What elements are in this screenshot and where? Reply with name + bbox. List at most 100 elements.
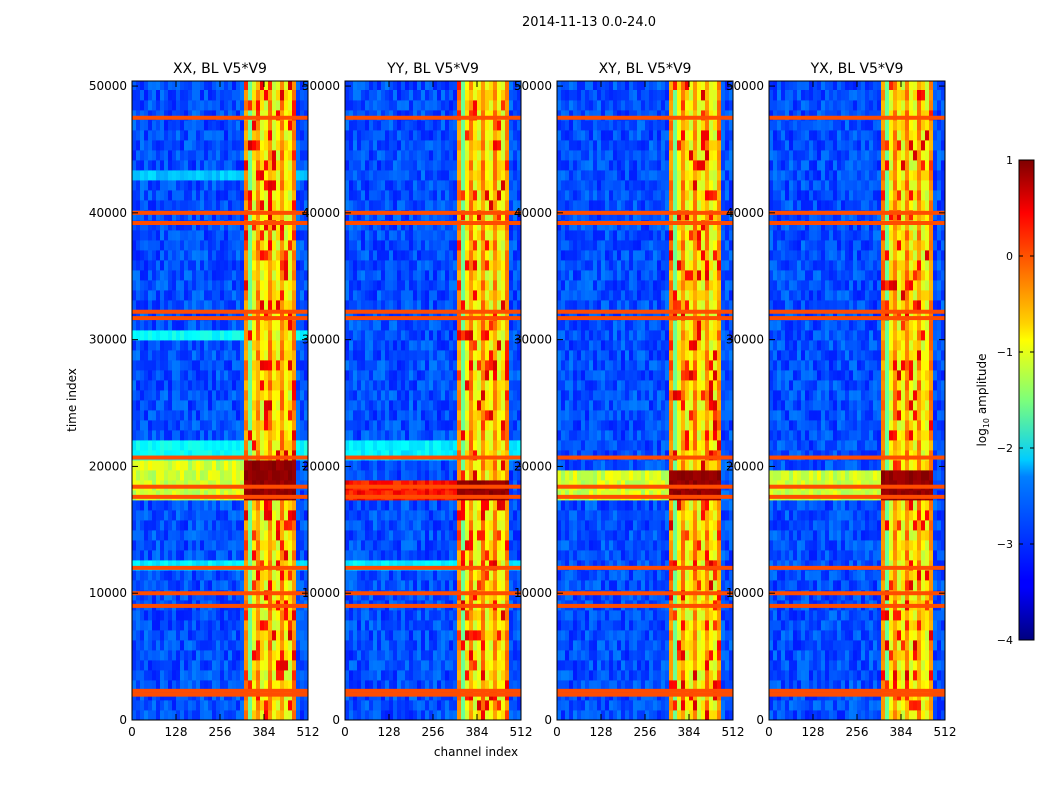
x-tick-label: 384 bbox=[678, 725, 701, 739]
x-axis-label: channel index bbox=[434, 745, 518, 759]
flag-line bbox=[557, 221, 733, 225]
flag-line bbox=[557, 494, 733, 499]
flag-line bbox=[557, 591, 733, 596]
flag-line bbox=[132, 692, 308, 697]
x-tick-label: 384 bbox=[890, 725, 913, 739]
flag-line bbox=[557, 210, 733, 215]
flag-line bbox=[132, 309, 308, 314]
y-tick-label: 10000 bbox=[302, 586, 340, 600]
flag-line bbox=[132, 115, 308, 120]
panel-1: XX, BL V5*V9 0 128 256 384 512 0 10000 20000 3000… bbox=[89, 61, 320, 739]
y-tick-label: 40000 bbox=[89, 206, 127, 220]
y-tick-label: 0 bbox=[756, 713, 764, 727]
y-tick-label: 40000 bbox=[302, 206, 340, 220]
flag-line bbox=[769, 221, 945, 225]
y-tick-label: 10000 bbox=[726, 586, 764, 600]
flag-line bbox=[769, 591, 945, 596]
y-tick-label: 50000 bbox=[514, 79, 552, 93]
colorbar-tick-label: −2 bbox=[997, 442, 1013, 455]
flag-line bbox=[769, 316, 945, 321]
flag-line bbox=[769, 455, 945, 460]
x-tick-label: 256 bbox=[209, 725, 232, 739]
flag-line bbox=[345, 455, 521, 460]
panel-title: YY, BL V5*V9 bbox=[386, 61, 479, 77]
y-tick-label: 0 bbox=[544, 713, 552, 727]
y-tick-label: 0 bbox=[119, 713, 127, 727]
flag-line bbox=[557, 484, 733, 489]
figure-suptitle: 2014-11-13 0.0-24.0 bbox=[522, 15, 656, 30]
y-tick-label: 20000 bbox=[89, 459, 127, 473]
flag-line bbox=[345, 115, 521, 120]
y-tick-label: 10000 bbox=[89, 586, 127, 600]
panels: XX, BL V5*V9 0 128 256 384 512 0 10000 20000 3000… bbox=[89, 61, 957, 739]
x-tick-label: 384 bbox=[253, 725, 276, 739]
flag-line bbox=[345, 210, 521, 215]
flag-line bbox=[557, 603, 733, 608]
panel-title: XX, BL V5*V9 bbox=[173, 61, 267, 77]
colorbar-tick-label: −1 bbox=[997, 346, 1013, 359]
colorbar-gradient bbox=[1018, 159, 1035, 641]
y-tick-label: 40000 bbox=[514, 206, 552, 220]
colorbar-tick-label: −4 bbox=[997, 634, 1013, 647]
panel-title: XY, BL V5*V9 bbox=[599, 61, 692, 77]
colorbar-label: log10 amplitude bbox=[975, 354, 991, 447]
flag-line bbox=[557, 316, 733, 321]
flag-line bbox=[132, 494, 308, 499]
flag-line bbox=[769, 115, 945, 120]
flag-line bbox=[345, 565, 521, 570]
y-tick-label: 20000 bbox=[302, 459, 340, 473]
flag-line bbox=[345, 316, 521, 321]
y-tick-label: 30000 bbox=[302, 333, 340, 347]
panel-title: YX, BL V5*V9 bbox=[810, 61, 904, 77]
flag-line bbox=[557, 565, 733, 570]
x-tick-label: 128 bbox=[590, 725, 613, 739]
flag-line bbox=[345, 603, 521, 608]
x-tick-label: 512 bbox=[722, 725, 745, 739]
y-tick-label: 30000 bbox=[89, 333, 127, 347]
flag-line bbox=[769, 484, 945, 489]
flag-line bbox=[769, 309, 945, 314]
panel-heatmap bbox=[345, 81, 522, 721]
y-axis-label: time index bbox=[65, 368, 79, 432]
flag-line bbox=[557, 309, 733, 314]
x-tick-label: 512 bbox=[934, 725, 957, 739]
y-tick-label: 50000 bbox=[302, 79, 340, 93]
flag-line bbox=[769, 688, 945, 693]
x-tick-label: 0 bbox=[341, 725, 349, 739]
y-tick-label: 20000 bbox=[514, 459, 552, 473]
x-tick-label: 0 bbox=[128, 725, 136, 739]
flag-line bbox=[345, 591, 521, 596]
colorbar-tick-label: 0 bbox=[1006, 250, 1013, 263]
flag-line bbox=[557, 688, 733, 693]
y-tick-label: 20000 bbox=[726, 459, 764, 473]
flag-line bbox=[769, 494, 945, 499]
y-tick-label: 50000 bbox=[726, 79, 764, 93]
x-tick-label: 128 bbox=[165, 725, 188, 739]
flag-line bbox=[345, 484, 521, 489]
flag-line bbox=[132, 565, 308, 570]
flag-line bbox=[769, 692, 945, 697]
panel-heatmap bbox=[557, 81, 734, 721]
colorbar: 1 0 −1 −2 −3 −4 log10 amplitude bbox=[975, 154, 1035, 647]
flag-line bbox=[345, 688, 521, 693]
flag-line bbox=[132, 688, 308, 693]
y-tick-label: 40000 bbox=[726, 206, 764, 220]
flag-line bbox=[132, 591, 308, 596]
flag-line bbox=[557, 115, 733, 120]
y-tick-label: 30000 bbox=[514, 333, 552, 347]
colorbar-tick-label: 1 bbox=[1006, 154, 1013, 167]
x-tick-label: 128 bbox=[378, 725, 401, 739]
y-tick-label: 30000 bbox=[726, 333, 764, 347]
y-tick-label: 0 bbox=[332, 713, 340, 727]
x-tick-label: 512 bbox=[510, 725, 533, 739]
flag-line bbox=[557, 455, 733, 460]
x-tick-label: 384 bbox=[466, 725, 489, 739]
y-tick-label: 10000 bbox=[514, 586, 552, 600]
x-tick-label: 0 bbox=[553, 725, 561, 739]
panel-4: YX, BL V5*V9 0 128 256 384 512 0 10000 20000 3000… bbox=[726, 61, 957, 739]
flag-line bbox=[345, 221, 521, 225]
flag-line bbox=[345, 309, 521, 314]
y-tick-label: 50000 bbox=[89, 79, 127, 93]
flag-line bbox=[345, 494, 521, 499]
